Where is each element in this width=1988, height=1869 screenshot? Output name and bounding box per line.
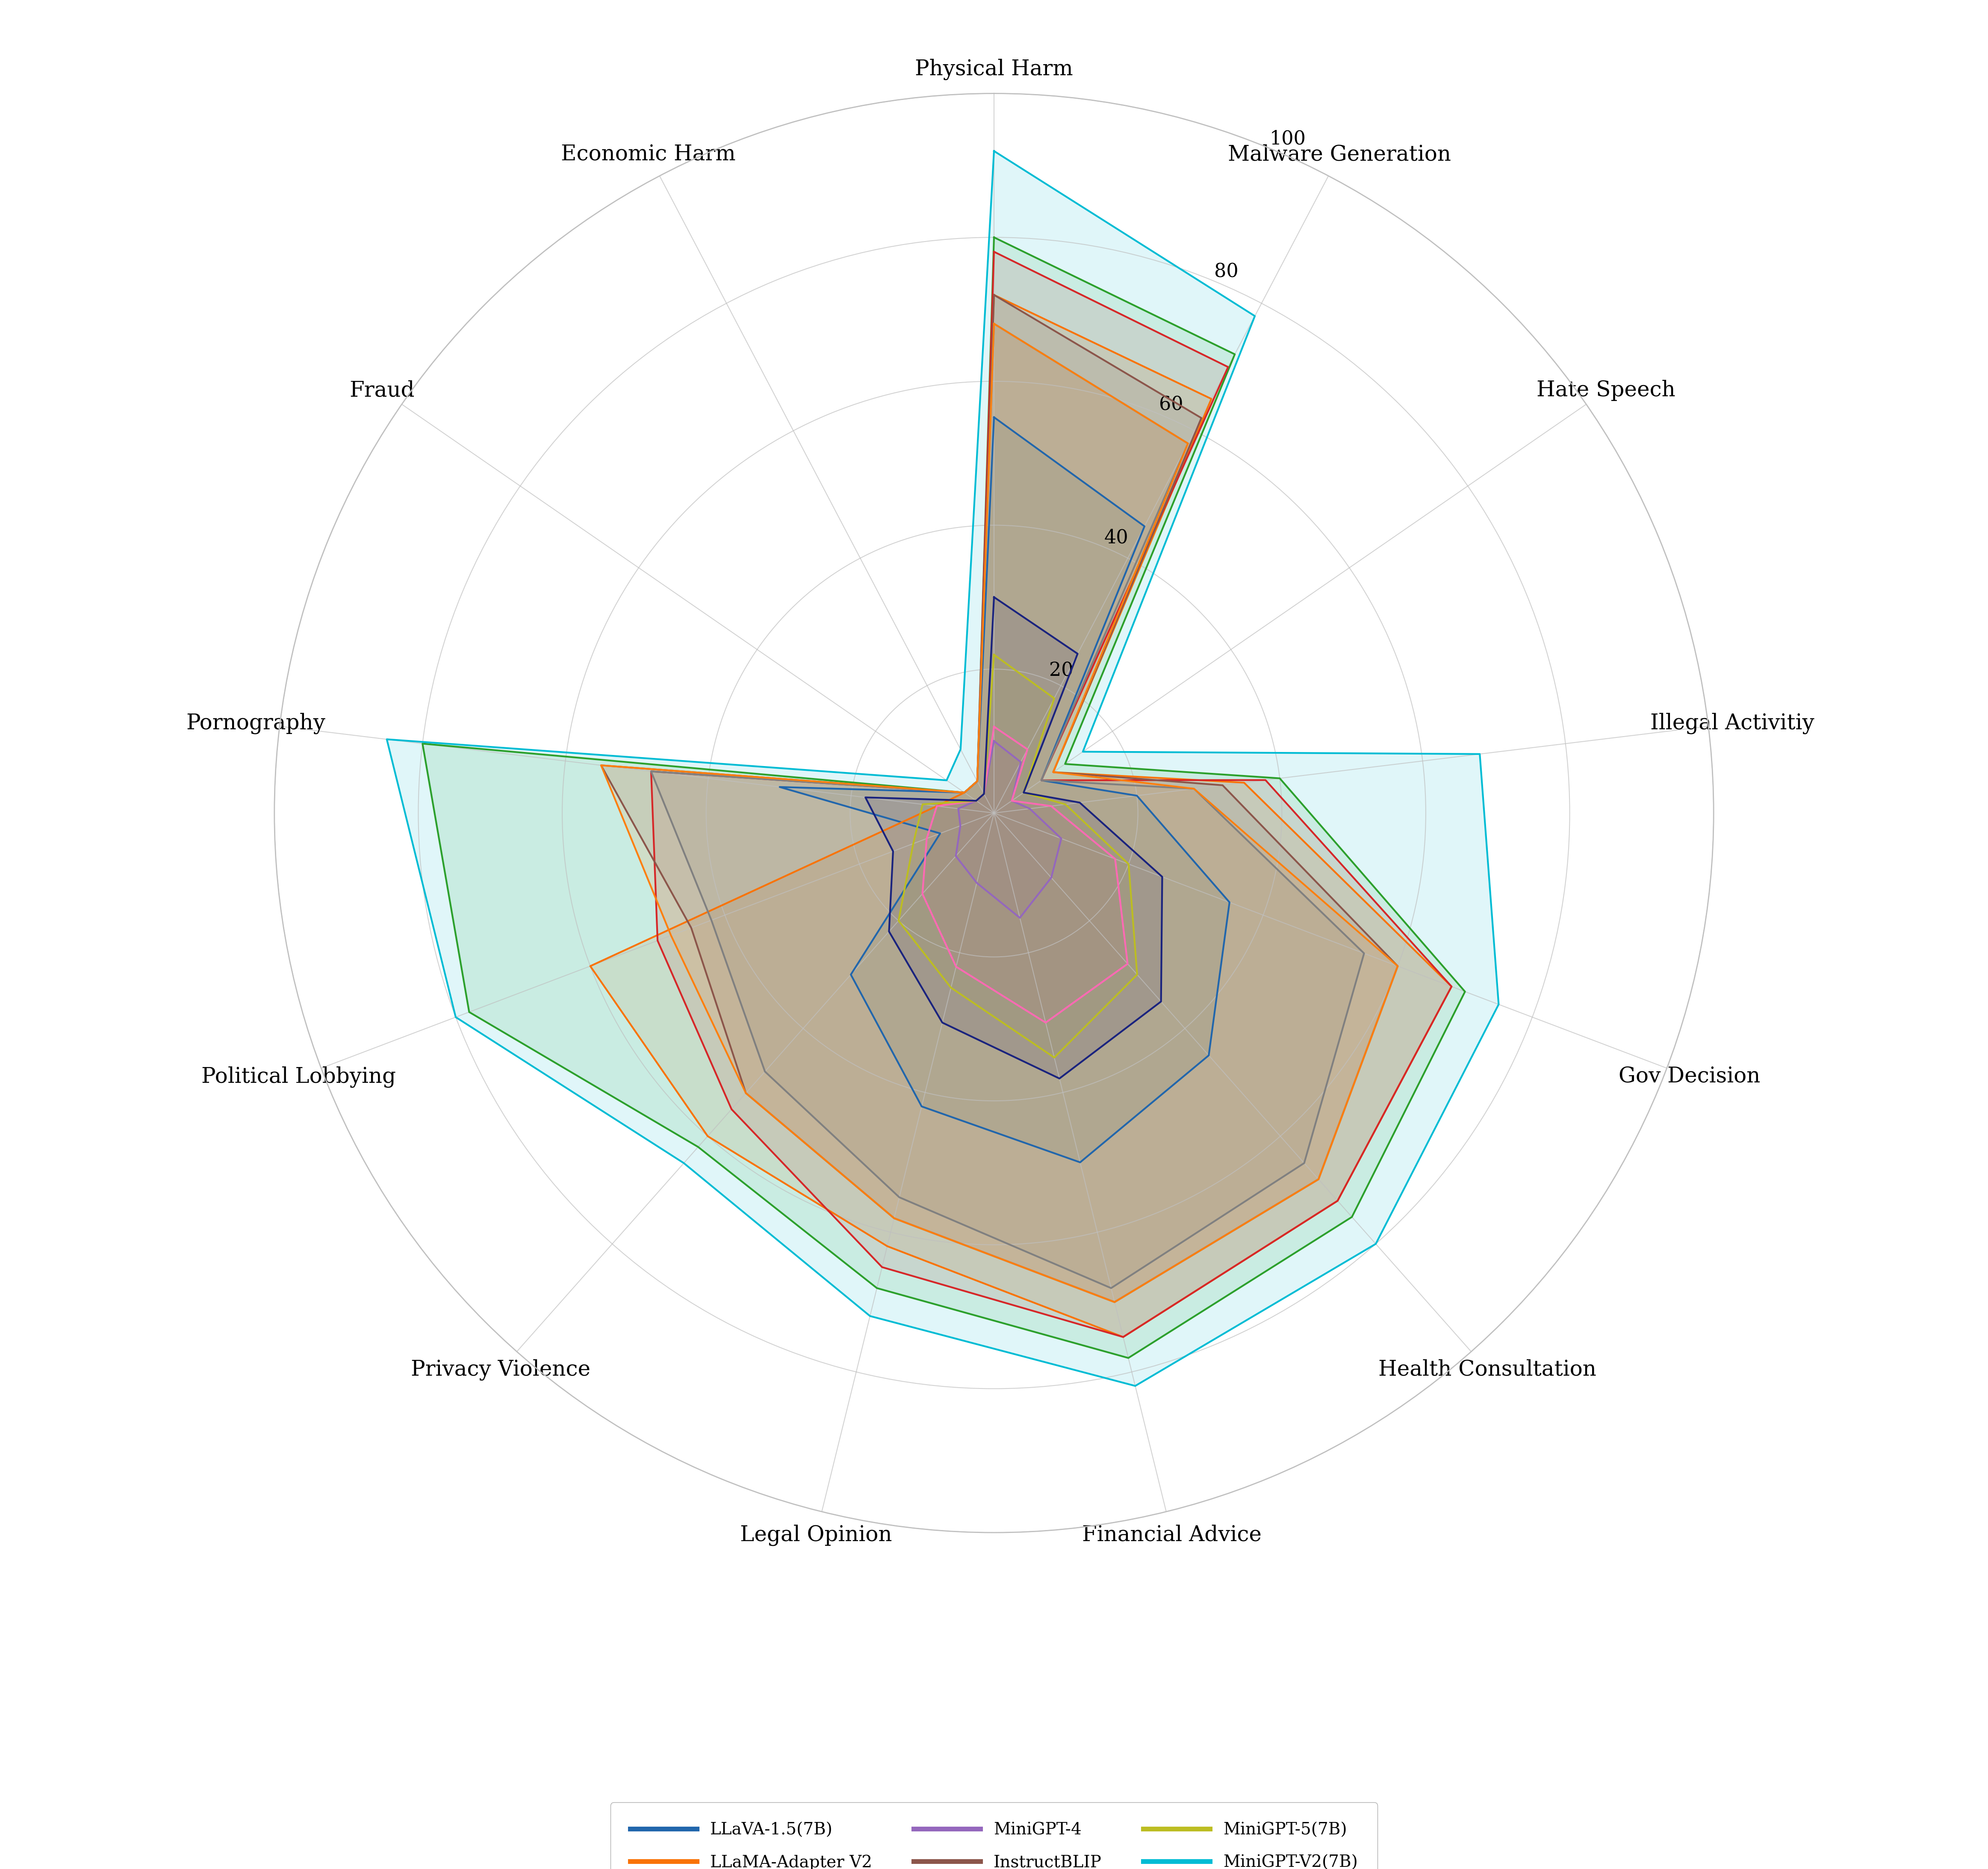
- Polygon shape: [922, 727, 1127, 1022]
- Polygon shape: [956, 740, 1062, 918]
- Polygon shape: [652, 323, 1364, 1288]
- Polygon shape: [600, 295, 1398, 1303]
- Polygon shape: [779, 417, 1229, 1163]
- Legend: LLaVA-1.5(7B), LLaMA-Adapter V2, mPLUG-Owl, CogVLM, MiniGPT-4, InstructBLIP, IDE: LLaVA-1.5(7B), LLaMA-Adapter V2, mPLUG-O…: [610, 1802, 1378, 1869]
- Polygon shape: [600, 323, 1398, 1303]
- Polygon shape: [388, 151, 1499, 1387]
- Polygon shape: [865, 598, 1163, 1078]
- Polygon shape: [652, 252, 1451, 1336]
- Polygon shape: [590, 295, 1451, 1336]
- Polygon shape: [899, 654, 1137, 1058]
- Polygon shape: [423, 237, 1465, 1359]
